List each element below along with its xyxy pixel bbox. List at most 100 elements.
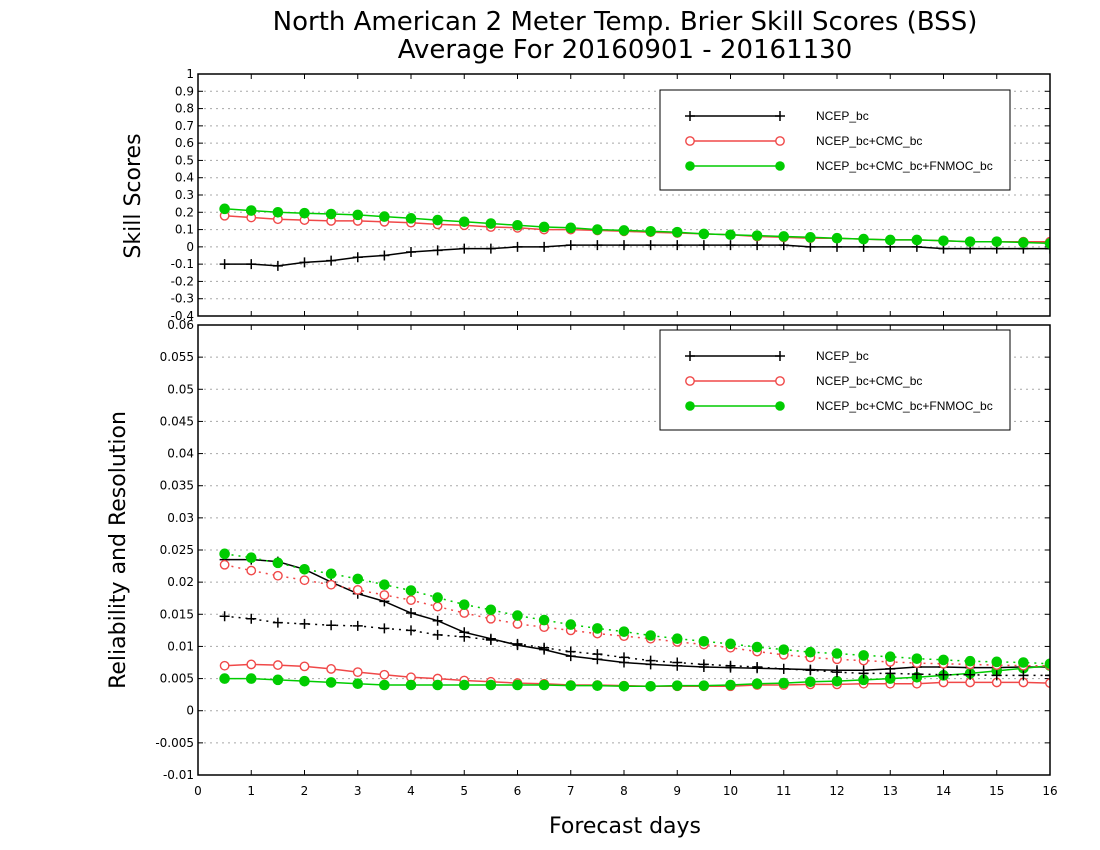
data-point-plus bbox=[539, 241, 550, 252]
data-point-filled-circle bbox=[592, 680, 603, 691]
data-point-filled-circle bbox=[964, 655, 976, 667]
series-line-ncep bbox=[224, 244, 1050, 267]
data-point-filled-circle bbox=[245, 205, 257, 216]
data-point-plus bbox=[752, 662, 763, 672]
x-tick-label: 9 bbox=[673, 784, 681, 798]
data-point-filled-circle bbox=[485, 218, 497, 229]
data-point-open-circle bbox=[459, 608, 470, 618]
data-point-open-circle bbox=[246, 659, 257, 670]
data-point-plus bbox=[485, 635, 496, 645]
data-point-open-circle bbox=[219, 660, 230, 671]
data-point-filled-circle bbox=[911, 653, 923, 664]
data-point-plus bbox=[219, 611, 230, 622]
bottom-y-axis-label: Reliability and Resolution bbox=[106, 411, 131, 689]
y-tick-label: 0.7 bbox=[175, 119, 194, 133]
data-point-filled-circle bbox=[778, 644, 790, 655]
data-point-filled-circle bbox=[245, 552, 257, 564]
data-point-filled-circle bbox=[538, 614, 550, 626]
data-point-plus bbox=[219, 259, 230, 270]
data-point-plus bbox=[246, 613, 257, 624]
data-point-filled-circle bbox=[512, 679, 523, 691]
y-tick-label: -0.3 bbox=[171, 292, 194, 306]
data-point-filled-circle bbox=[751, 678, 763, 690]
data-point-plus bbox=[645, 240, 656, 251]
legend-label-fnmoc: NCEP_bc+CMC_bc+FNMOC_bc bbox=[816, 399, 993, 413]
data-point-open-circle bbox=[379, 669, 390, 680]
data-point-filled-circle bbox=[1018, 657, 1029, 668]
data-point-plus bbox=[565, 646, 576, 657]
plot-frame bbox=[197, 324, 1051, 776]
data-point-filled-circle bbox=[831, 232, 843, 244]
data-point-filled-circle bbox=[1018, 237, 1029, 248]
data-point-plus bbox=[698, 659, 709, 670]
data-point-plus bbox=[752, 240, 763, 251]
data-point-plus bbox=[352, 620, 363, 631]
data-point-filled-circle bbox=[938, 235, 949, 247]
data-point-plus bbox=[592, 240, 603, 251]
data-point-filled-circle bbox=[352, 678, 364, 690]
data-point-plus bbox=[965, 669, 976, 680]
data-point-filled-circle bbox=[245, 673, 257, 684]
data-point-open-circle bbox=[299, 575, 310, 586]
data-point-plus bbox=[459, 631, 470, 642]
data-point-filled-circle bbox=[538, 679, 550, 691]
y-tick-label: 0.02 bbox=[167, 575, 194, 589]
data-point-plus bbox=[379, 250, 390, 261]
data-point-filled-circle bbox=[751, 230, 763, 241]
data-point-filled-circle bbox=[458, 216, 470, 228]
data-point-filled-circle bbox=[831, 675, 843, 687]
data-layer bbox=[219, 203, 1050, 271]
legend: NCEP_bc NCEP_bc+CMC_bc NCEP_bc+CMC_bc+FNMO… bbox=[659, 89, 1011, 191]
data-point-open-circle bbox=[352, 667, 363, 678]
y-tick-label: 0.025 bbox=[160, 543, 194, 557]
legend-marker-plus bbox=[685, 111, 695, 121]
data-point-filled-circle bbox=[458, 599, 470, 610]
data-point-plus bbox=[432, 615, 443, 626]
data-point-filled-circle bbox=[405, 679, 417, 691]
y-tick-label: 0.1 bbox=[175, 223, 194, 237]
data-point-filled-circle bbox=[485, 679, 497, 691]
data-point-filled-circle bbox=[831, 648, 843, 659]
legend-marker-filled-circle bbox=[685, 401, 695, 411]
y-tick-label: 0.015 bbox=[160, 607, 194, 621]
data-point-plus bbox=[406, 625, 416, 636]
data-point-plus bbox=[1045, 670, 1050, 681]
x-tick-label: 10 bbox=[723, 784, 738, 798]
data-point-filled-circle bbox=[645, 630, 656, 641]
legend-label-ncep: NCEP_bc bbox=[816, 109, 869, 123]
data-point-filled-circle bbox=[219, 548, 230, 560]
x-tick-label: 15 bbox=[989, 784, 1004, 798]
y-tick-label: 0 bbox=[186, 240, 194, 254]
legend-label-cmc: NCEP_bc+CMC_bc bbox=[816, 134, 922, 148]
data-point-plus bbox=[326, 620, 337, 631]
data-point-filled-circle bbox=[219, 673, 230, 684]
data-point-plus bbox=[326, 255, 337, 266]
data-point-filled-circle bbox=[538, 221, 550, 233]
data-point-plus bbox=[805, 241, 816, 252]
data-point-filled-circle bbox=[379, 211, 390, 222]
data-point-open-circle bbox=[512, 619, 523, 629]
legend-marker-plus bbox=[685, 351, 695, 361]
reliability-resolution-panel: -0.01 -0.005 0 0.005 0.01 0.015 0.02 0.025 0.03 0… bbox=[155, 318, 1057, 798]
legend-marker-plus bbox=[775, 111, 785, 121]
data-point-plus bbox=[832, 667, 842, 678]
y-tick-label: 0.6 bbox=[175, 136, 194, 150]
legend-marker-plus bbox=[775, 351, 785, 361]
data-point-filled-circle bbox=[698, 680, 710, 691]
y-tick-label: 0.045 bbox=[160, 414, 194, 428]
data-point-open-circle bbox=[299, 661, 310, 672]
data-point-filled-circle bbox=[618, 626, 630, 637]
data-point-plus bbox=[246, 259, 257, 270]
series-line-cmc-dotted bbox=[224, 564, 1050, 667]
data-point-open-circle bbox=[485, 613, 496, 624]
x-tick-label: 1 bbox=[247, 784, 255, 798]
x-tick-label: 6 bbox=[514, 784, 522, 798]
legend-box bbox=[659, 89, 1011, 191]
legend: NCEP_bc NCEP_bc+CMC_bc NCEP_bc+CMC_bc+FNMO… bbox=[659, 329, 1011, 431]
data-point-plus bbox=[272, 260, 283, 271]
data-point-open-circle bbox=[272, 570, 283, 581]
skill-scores-panel: -0.4 -0.3 -0.2 -0.1 0 0.1 0.2 0.3 0.4 0.5 0.6 0.7 0.… bbox=[171, 67, 1051, 323]
data-point-plus bbox=[352, 252, 363, 263]
y-tick-label: 0.035 bbox=[160, 479, 194, 493]
